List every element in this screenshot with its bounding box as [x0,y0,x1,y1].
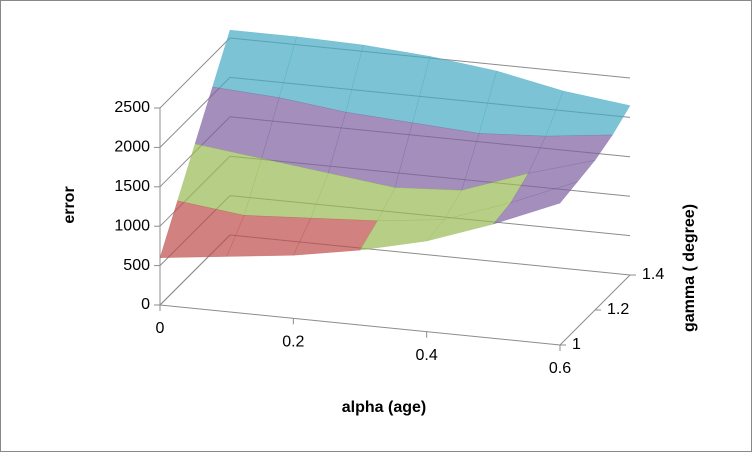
y-tick-label: 1.4 [642,266,664,283]
y-axis-title: gamma ( degree) [681,204,698,332]
y-axis [559,274,631,346]
x-axis [159,304,561,346]
x-axis-title: alpha (age) [342,399,426,416]
x-tick-label: 0 [156,320,165,337]
z-tick-label: 1000 [114,217,150,234]
z-tick-label: 2500 [114,99,150,116]
z-tick-label: 2000 [114,139,150,156]
y-tick-label: 1 [572,336,581,353]
z-tick-label: 500 [123,257,150,274]
z-tick-label: 0 [141,296,150,313]
y-tick-label: 1.2 [607,301,629,318]
z-axis-title: error [61,186,78,223]
grid-line [159,37,231,109]
x-tick-label: 0.4 [416,347,438,364]
x-tick-label: 0.6 [549,360,571,377]
x-tick-label: 0.2 [282,334,304,351]
z-tick-label: 1500 [114,178,150,195]
surface-patch [492,181,579,225]
